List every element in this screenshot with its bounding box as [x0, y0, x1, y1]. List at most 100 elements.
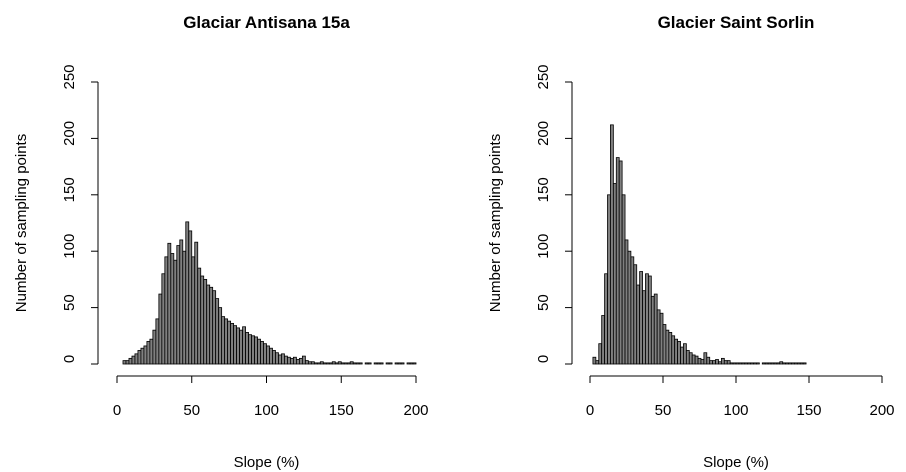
bar [802, 362, 807, 365]
bar [212, 290, 217, 365]
y-tick-label: 150 [535, 177, 552, 202]
bar [248, 334, 252, 365]
bar [770, 362, 775, 365]
bar [659, 312, 664, 365]
y-tick-label: 200 [535, 121, 552, 146]
x-tick-label: 200 [869, 402, 894, 419]
bar [685, 350, 690, 365]
bar [215, 298, 220, 365]
bar [618, 160, 623, 365]
bar [224, 318, 229, 365]
bar [750, 362, 754, 365]
chart-title: Glaciar Antisana 15a [183, 13, 350, 32]
bar [218, 307, 223, 365]
bar [782, 362, 787, 365]
bar [607, 194, 611, 365]
bar [621, 194, 626, 365]
bar [254, 336, 258, 365]
bar [131, 355, 136, 365]
bar [764, 362, 769, 365]
bar [209, 286, 214, 365]
bar [729, 362, 734, 365]
bar [152, 329, 157, 365]
bar [645, 273, 649, 365]
bar [334, 362, 339, 365]
bar [197, 267, 202, 365]
x-tick-label: 100 [723, 402, 748, 419]
bar [307, 361, 312, 365]
bar [206, 284, 211, 365]
y-tick-label: 50 [61, 294, 78, 311]
bar [688, 352, 693, 365]
bar [785, 362, 789, 365]
bar [284, 355, 288, 365]
bar [230, 322, 235, 365]
bar [677, 341, 681, 365]
bar [648, 275, 652, 365]
bar [598, 343, 603, 365]
bar [639, 271, 643, 365]
y-tick-label: 200 [61, 121, 78, 146]
bar [287, 356, 291, 365]
bar [735, 362, 740, 365]
bar [358, 362, 363, 365]
bar [379, 362, 384, 365]
bar [592, 356, 597, 365]
bar [346, 362, 351, 365]
bar [604, 273, 608, 365]
bar [612, 183, 617, 365]
bar [650, 295, 655, 365]
bar [668, 332, 673, 365]
y-axis-label: Number of sampling points [13, 134, 30, 312]
y-axis-label: Number of sampling points [487, 134, 504, 312]
x-tick-label: 200 [403, 402, 428, 419]
bar [298, 357, 303, 365]
bar [275, 352, 279, 365]
bar [601, 315, 605, 365]
bar [630, 256, 635, 365]
bar [761, 362, 766, 365]
bar [239, 329, 243, 365]
bar [140, 347, 145, 365]
bar [257, 338, 261, 365]
bar [671, 335, 676, 365]
y-tick-label: 100 [61, 234, 78, 259]
bar [791, 362, 795, 365]
bar [799, 362, 804, 365]
x-tick-label: 50 [183, 402, 200, 419]
bar [304, 360, 309, 365]
bar [272, 350, 276, 365]
y-tick-label: 150 [61, 177, 78, 202]
bar [367, 362, 372, 365]
bar [674, 338, 678, 365]
bar [709, 360, 714, 365]
bar [767, 362, 772, 365]
bar [779, 361, 784, 365]
bar [642, 290, 646, 365]
bar [143, 345, 148, 365]
bar [697, 357, 702, 365]
bar [773, 362, 778, 365]
bar [290, 357, 294, 365]
bar [182, 250, 187, 365]
bar [227, 320, 232, 365]
bar [397, 362, 402, 365]
bar [406, 362, 411, 365]
x-tick-label: 150 [329, 402, 354, 419]
bar [245, 332, 249, 365]
bar [263, 343, 267, 365]
bar [721, 357, 725, 365]
bar [662, 324, 667, 365]
bar [595, 360, 600, 365]
x-tick-label: 100 [254, 402, 279, 419]
bar [615, 157, 620, 365]
bar [328, 362, 333, 365]
bar [170, 253, 175, 365]
bar [158, 293, 163, 365]
bar [281, 353, 285, 365]
bar [125, 360, 130, 365]
bar [633, 264, 638, 365]
x-tick-label: 0 [113, 402, 121, 419]
bar [269, 347, 273, 365]
bar [364, 362, 369, 365]
